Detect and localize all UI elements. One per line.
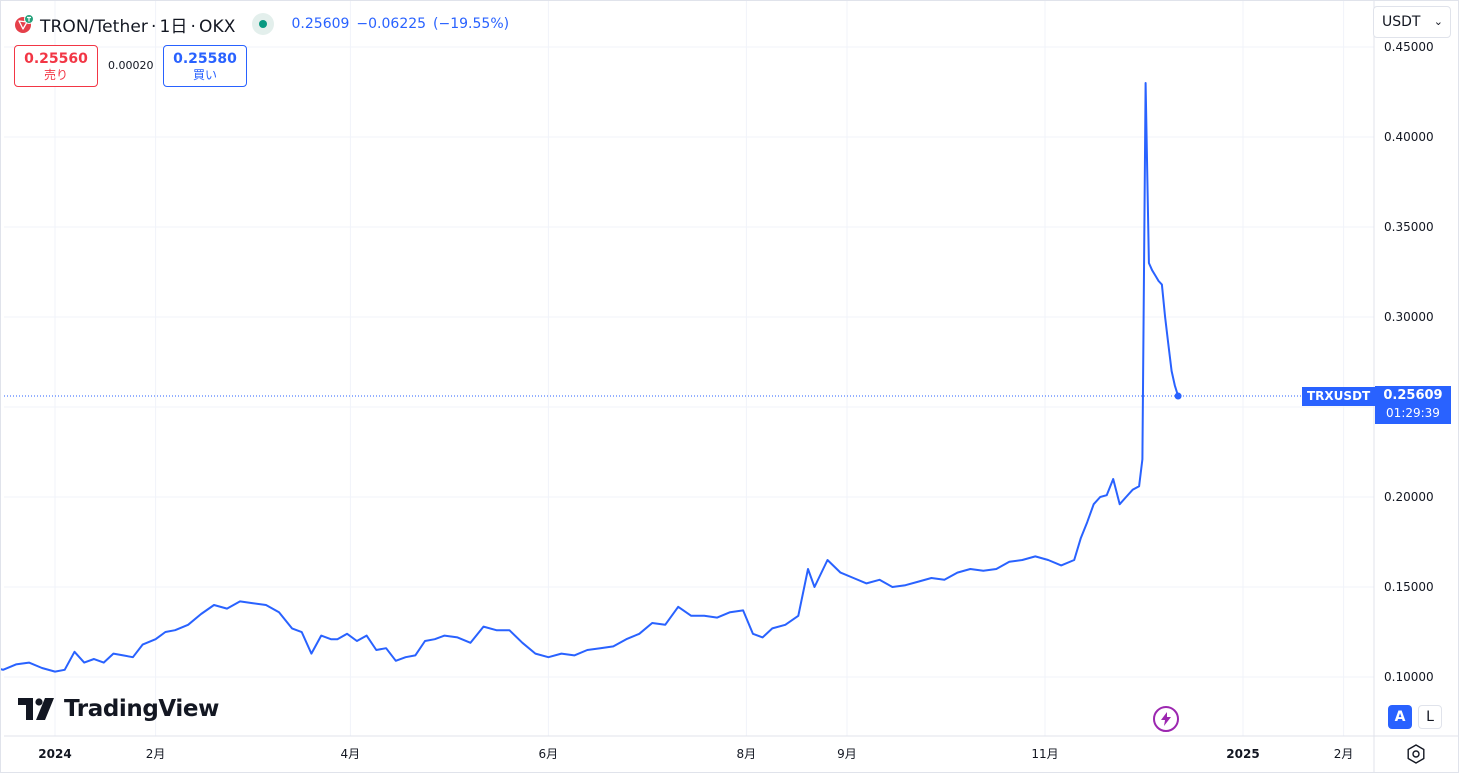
- time-tick-label: 6月: [539, 747, 559, 761]
- buy-label: 買い: [192, 68, 217, 82]
- last-price-point: [1174, 392, 1182, 400]
- chevron-down-icon: ⌄: [1433, 15, 1443, 28]
- last-price-tag-value: 0.25609: [1383, 388, 1443, 403]
- price-tick-label: 0.40000: [1384, 130, 1434, 144]
- interval-label: 1日: [159, 16, 188, 37]
- time-tick-label: 11月: [1031, 747, 1058, 761]
- gear-icon[interactable]: [1405, 743, 1427, 765]
- change-value: −0.06225: [356, 16, 427, 32]
- symbol-name: TRON/Tether: [40, 16, 148, 37]
- price-tick-label: 0.15000: [1384, 580, 1434, 594]
- bar-countdown: 01:29:39: [1386, 406, 1440, 420]
- buy-button[interactable]: 0.25580 買い: [163, 45, 247, 87]
- price-axis[interactable]: 0.100000.150000.200000.250000.300000.350…: [1384, 40, 1434, 684]
- tradingview-logo-icon: [18, 698, 54, 720]
- time-tick-label: 2025: [1226, 747, 1259, 761]
- chart-grid: [4, 0, 1374, 736]
- sell-price: 0.25560: [24, 51, 88, 67]
- price-tick-label: 0.20000: [1384, 490, 1434, 504]
- exchange-label: OKX: [199, 16, 236, 37]
- symbol-title[interactable]: TRON/Tether · 1日 · OKX: [40, 16, 236, 37]
- change-percent: (−19.55%): [433, 16, 510, 32]
- price-tick-label: 0.10000: [1384, 670, 1434, 684]
- sell-label: 売り: [43, 68, 68, 82]
- price-series-line: [0, 82, 1180, 673]
- currency-value: USDT: [1382, 14, 1421, 30]
- time-tick-label: 8月: [737, 747, 757, 761]
- currency-select[interactable]: USDT ⌄: [1373, 6, 1451, 38]
- spread-value: 0.00020: [108, 59, 154, 72]
- price-tick-label: 0.45000: [1384, 40, 1434, 54]
- time-tick-label: 4月: [341, 747, 361, 761]
- sell-button[interactable]: 0.25560 売り: [14, 45, 98, 87]
- time-tick-label: 2月: [1334, 747, 1354, 761]
- time-tick-label: 2月: [146, 747, 166, 761]
- time-axis[interactable]: 2024 2月 4月 6月 8月 9月 11月 2025 2月: [38, 747, 1353, 761]
- symbol-price-tag: TRXUSDT: [1302, 387, 1376, 406]
- market-open-dot-icon[interactable]: [251, 13, 274, 35]
- legend-header[interactable]: TRON/Tether · 1日 · OKX 0.25609 −0.06225 (−19.5…: [14, 10, 516, 38]
- last-price-value: 0.25609: [291, 16, 350, 32]
- buy-price: 0.25580: [173, 51, 237, 67]
- tradingview-logo-text: TradingView: [64, 696, 219, 722]
- last-price-tag: 0.25609 01:29:39: [1375, 386, 1451, 424]
- quote-values: 0.25609 −0.06225 (−19.55%): [292, 16, 517, 32]
- log-scale-button[interactable]: L: [1418, 705, 1442, 729]
- time-tick-label: 9月: [837, 747, 857, 761]
- price-tick-label: 0.30000: [1384, 310, 1434, 324]
- time-tick-label: 2024: [38, 747, 71, 761]
- auto-scale-button[interactable]: A: [1388, 705, 1412, 729]
- lightning-icon[interactable]: [1153, 706, 1179, 732]
- tron-logo-icon: [14, 14, 34, 34]
- tradingview-logo[interactable]: TradingView: [18, 696, 219, 722]
- price-tick-label: 0.35000: [1384, 220, 1434, 234]
